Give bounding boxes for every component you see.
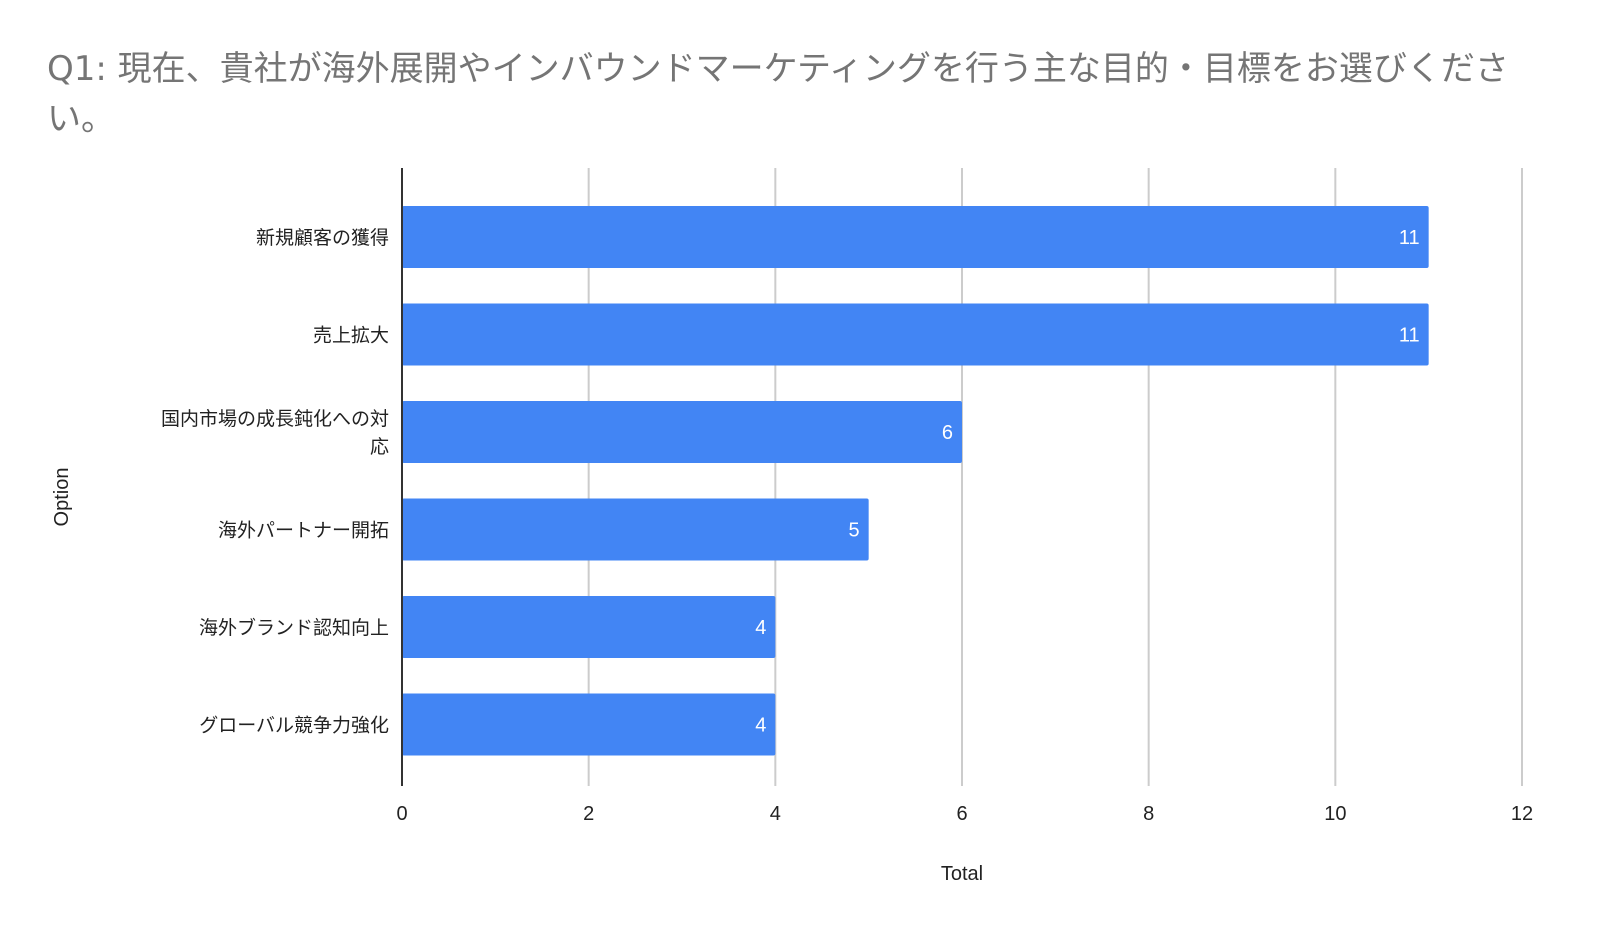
bar-value-label: 11 — [1399, 325, 1420, 347]
bar-value-label: 6 — [942, 422, 953, 444]
category-label: グローバル競争力強化 — [199, 715, 389, 737]
x-tick-label: 2 — [583, 803, 594, 825]
bars: 11 11 6 5 4 4 — [402, 206, 1429, 756]
bar — [402, 401, 962, 463]
x-axis-title: Total — [941, 863, 983, 885]
bar-value-label: 4 — [755, 617, 766, 639]
bar — [402, 498, 869, 561]
category-label: 売上拡大 — [313, 325, 389, 347]
x-tick-label: 4 — [770, 803, 781, 825]
x-axis-ticks: 0 2 4 6 8 10 12 — [396, 803, 1533, 825]
bar — [402, 206, 1429, 268]
category-label: 国内市場の成長鈍化への対応 — [161, 408, 389, 458]
x-tick-label: 6 — [956, 803, 967, 825]
chart-title: Q1: 現在、貴社が海外展開やインバウンドマーケティングを行う主な目的・目標をお… — [47, 49, 1509, 139]
x-tick-label: 10 — [1324, 803, 1346, 825]
category-label: 新規顧客の獲得 — [256, 227, 389, 249]
x-tick-label: 8 — [1143, 803, 1154, 825]
bar — [402, 693, 776, 756]
bar — [402, 303, 1429, 366]
grid-lines — [587, 168, 1523, 786]
bar-value-label: 5 — [849, 520, 860, 542]
bar — [402, 596, 776, 658]
bar-value-label: 4 — [755, 715, 766, 737]
category-label: 海外ブランド認知向上 — [199, 616, 389, 639]
x-tick-label: 0 — [396, 803, 407, 825]
category-label: 海外パートナー開拓 — [218, 520, 389, 542]
bar-value-label: 11 — [1399, 227, 1420, 249]
category-labels: 新規顧客の獲得売上拡大国内市場の成長鈍化への対応海外パートナー開拓海外ブランド認… — [161, 227, 389, 737]
x-tick-label: 12 — [1511, 803, 1533, 825]
y-axis-title: Option — [51, 468, 73, 527]
